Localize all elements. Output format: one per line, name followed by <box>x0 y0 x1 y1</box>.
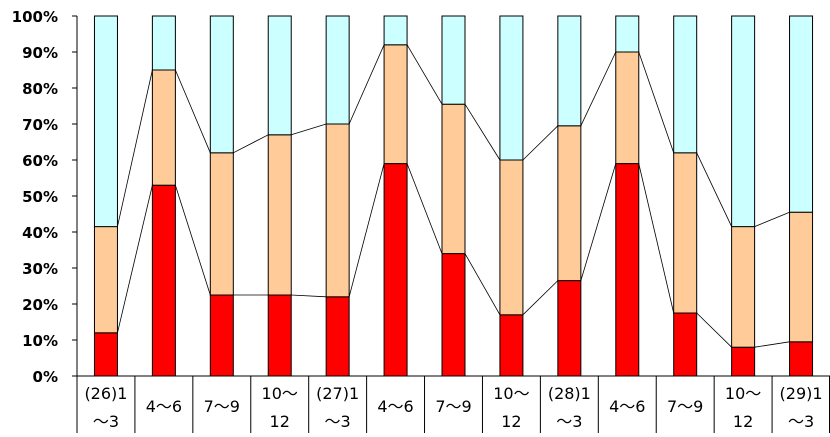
series-line <box>291 123 327 136</box>
bar-segment <box>789 211 814 343</box>
bar-segment <box>731 346 756 377</box>
bar-segment <box>615 51 640 165</box>
bar-segment <box>209 152 234 296</box>
series-line <box>406 163 443 254</box>
bar-segment <box>731 226 756 348</box>
bar-segment <box>673 312 698 377</box>
x-tick-label: (28)1 <box>548 384 591 403</box>
bar-segment <box>383 163 408 377</box>
y-tick-label: 40% <box>22 224 58 242</box>
x-tick-label: ～3 <box>556 412 582 431</box>
x-tick-label: 4～6 <box>377 397 413 416</box>
bar-segment <box>441 103 466 255</box>
x-tick-label: 12 <box>733 412 753 431</box>
x-tick-label: 4～6 <box>146 397 182 416</box>
x-tick-label: 4～6 <box>609 397 645 416</box>
bar-segment <box>557 15 582 127</box>
x-tick-label: 7～9 <box>435 397 471 416</box>
series-line <box>696 312 732 348</box>
y-tick-label: 80% <box>22 80 58 98</box>
series-line <box>233 134 269 154</box>
series-line <box>522 125 559 161</box>
x-tick-label: ～3 <box>325 412 351 431</box>
y-tick-label: 100% <box>12 8 58 26</box>
bar-segment <box>789 341 814 377</box>
bar-segment <box>93 15 118 228</box>
series-line <box>754 211 790 227</box>
x-tick-label: 12 <box>501 412 521 431</box>
x-tick-label: 12 <box>270 412 290 431</box>
series-line <box>348 44 385 125</box>
bar-segment <box>267 15 292 136</box>
y-tick-label: 20% <box>22 296 58 314</box>
bar-segment <box>615 163 640 377</box>
bar-segment <box>93 226 118 334</box>
bar-segment <box>325 296 350 377</box>
bar-segment <box>151 184 176 377</box>
bar-segment <box>441 253 466 377</box>
series-line <box>117 185 153 333</box>
bar-segment <box>441 15 466 105</box>
bar-segment <box>557 280 582 377</box>
y-tick-label: 10% <box>22 332 58 350</box>
x-tick-label: ～3 <box>93 412 119 431</box>
series-line <box>464 253 501 315</box>
series-line <box>291 294 327 298</box>
bar-segment <box>499 314 524 377</box>
bar-segment <box>209 294 234 377</box>
series-line <box>638 163 675 314</box>
bar-segment <box>151 69 176 186</box>
series-line <box>522 280 559 316</box>
y-tick-label: 60% <box>22 152 58 170</box>
bar-segment <box>325 123 350 298</box>
y-tick-label: 30% <box>22 260 58 278</box>
bar-segment <box>789 15 814 213</box>
y-tick-label: 70% <box>22 116 58 134</box>
x-tick-label: 10～ <box>493 384 529 403</box>
series-line <box>406 44 443 105</box>
series-line <box>580 163 617 281</box>
x-tick-label: (27)1 <box>316 384 359 403</box>
bar-segment <box>267 134 292 296</box>
bar-segment <box>557 125 582 282</box>
bar-segment <box>209 15 234 154</box>
bar-segment <box>383 44 408 165</box>
x-tick-label: 10～ <box>262 384 298 403</box>
series-line <box>696 152 732 227</box>
x-tick-label: 7～9 <box>667 397 703 416</box>
bar-segment <box>731 15 756 228</box>
y-tick-label: 0% <box>33 368 58 386</box>
bar-segment <box>325 15 350 125</box>
x-tick-label: 7～9 <box>204 397 240 416</box>
series-line <box>580 51 617 126</box>
x-tick-label: 10～ <box>725 384 761 403</box>
y-tick-label: 50% <box>22 188 58 206</box>
x-tick-label: (26)1 <box>84 384 127 403</box>
series-line <box>174 185 211 296</box>
bar-segment <box>93 332 118 377</box>
bar-segment <box>615 15 640 53</box>
series-line <box>638 51 675 153</box>
bar-segment <box>267 294 292 377</box>
series-line <box>117 69 153 227</box>
bar-segment <box>673 15 698 154</box>
bar-segment <box>499 159 524 316</box>
series-line <box>348 163 385 297</box>
x-tick-label: (29)1 <box>780 384 823 403</box>
x-tick-label: ～3 <box>788 412 814 431</box>
bar-segment <box>673 152 698 314</box>
series-line <box>464 103 501 161</box>
bar-segment <box>151 15 176 71</box>
bar-segment <box>383 15 408 46</box>
series-line <box>754 341 790 348</box>
bar-segment <box>499 15 524 161</box>
y-tick-label: 90% <box>22 44 58 62</box>
series-line <box>175 69 211 153</box>
